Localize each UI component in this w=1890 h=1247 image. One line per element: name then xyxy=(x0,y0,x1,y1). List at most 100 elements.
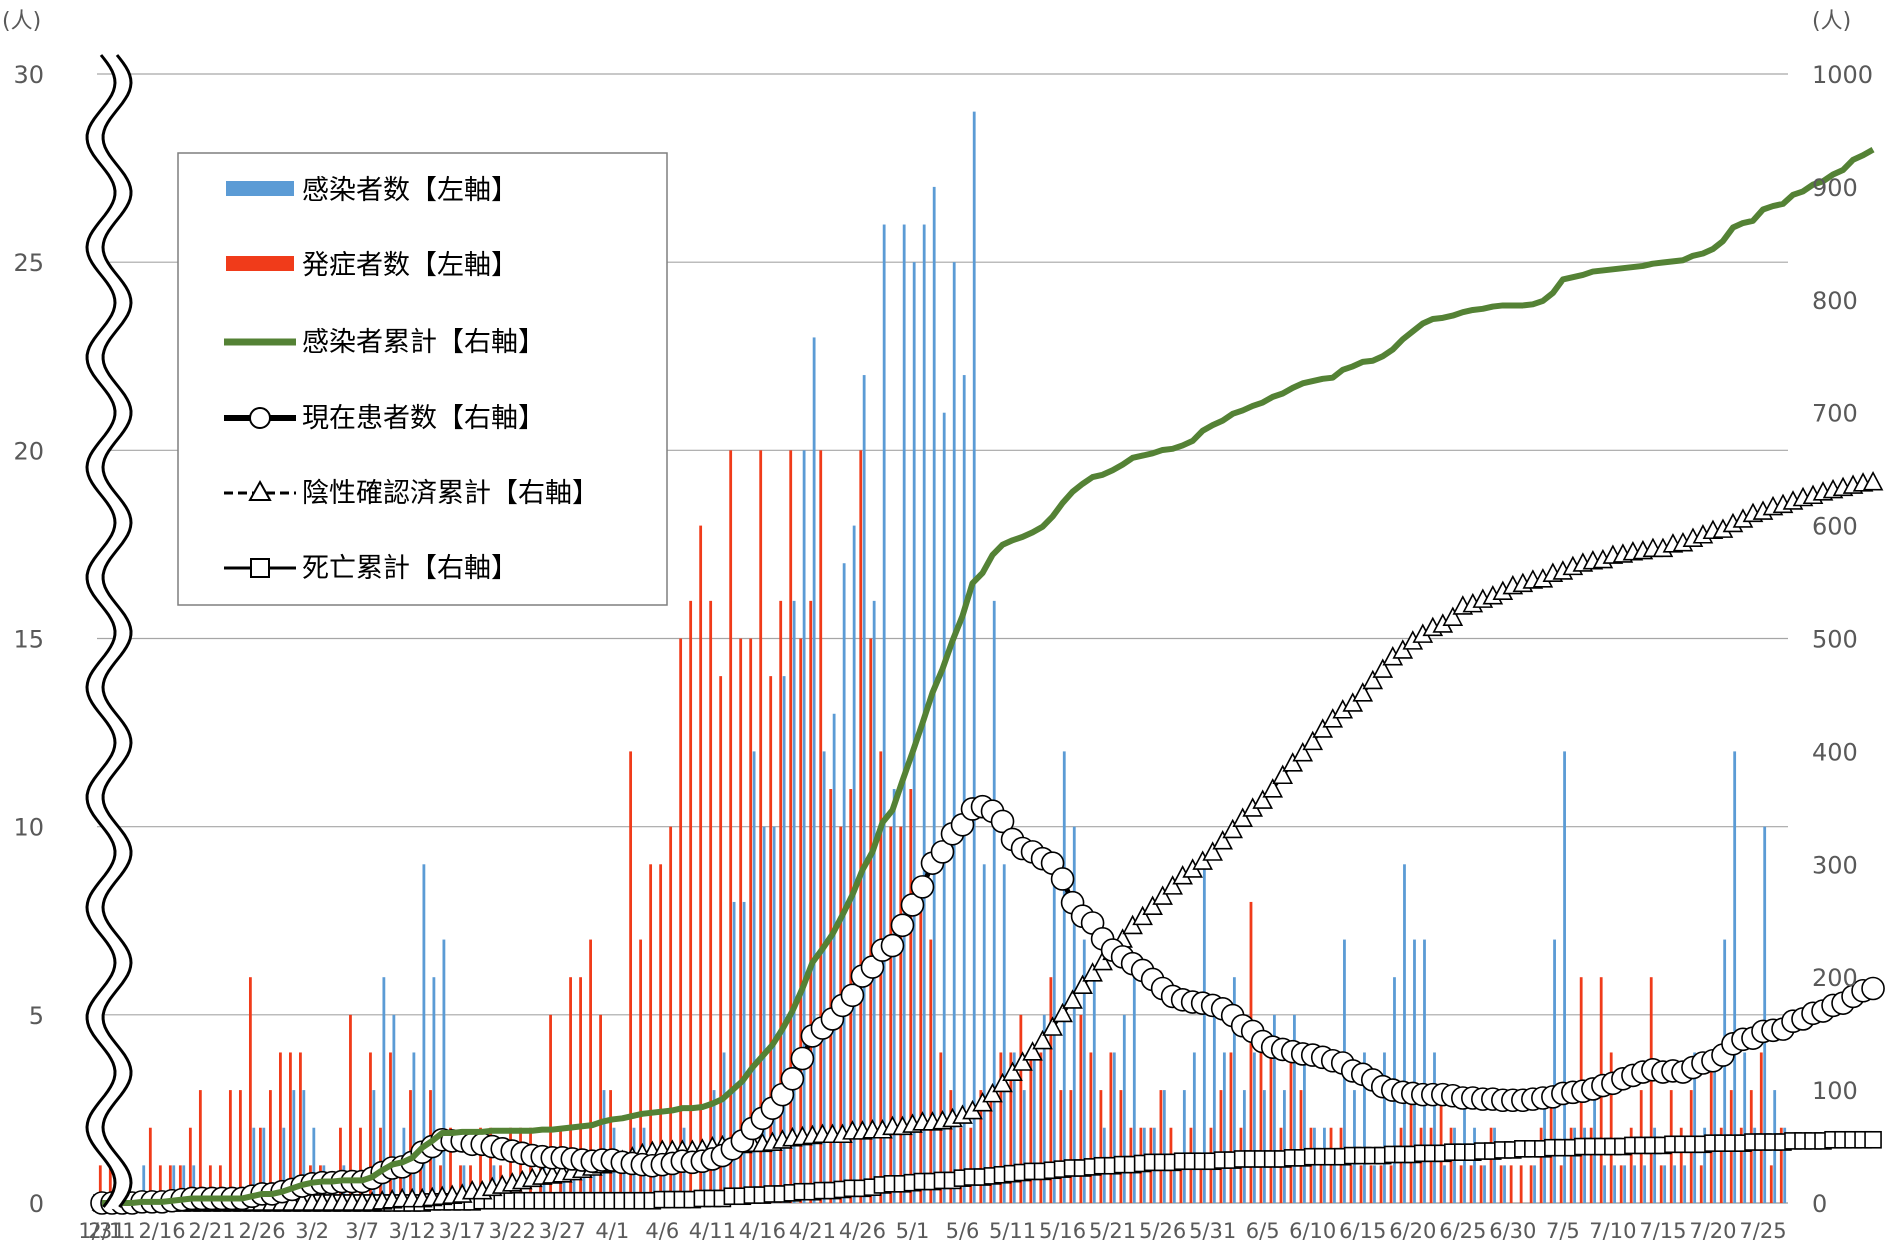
onset-bar xyxy=(519,1127,522,1203)
infected-bar xyxy=(652,1165,656,1203)
infected-bar xyxy=(942,412,946,1203)
infected-bar xyxy=(1373,1165,1376,1203)
onset-bar xyxy=(238,1090,242,1203)
onset-bar xyxy=(1319,1165,1323,1203)
onset-bar xyxy=(188,1127,192,1203)
y-right-tick-label: 300 xyxy=(1812,851,1858,879)
bar-series xyxy=(98,111,1787,1204)
infected-bar xyxy=(1433,1052,1436,1203)
infected-bar xyxy=(1613,1165,1616,1203)
infected-bar xyxy=(1503,1165,1506,1203)
infected-bar xyxy=(1493,1127,1496,1203)
infected-bar xyxy=(1283,1090,1286,1203)
infected-bar xyxy=(592,1165,596,1203)
negative-marker xyxy=(1362,669,1384,690)
x-tick-label: 5/21 xyxy=(1089,1219,1136,1243)
infected-bar xyxy=(882,224,886,1204)
onset-bar xyxy=(949,1090,953,1203)
infected-bar xyxy=(1603,1165,1606,1203)
legend-marker-square xyxy=(250,558,270,578)
legend-label-deaths: 死亡累計【右軸】 xyxy=(302,553,518,584)
y-left-tick-label: 30 xyxy=(13,61,44,89)
legend-marker-circle xyxy=(249,407,271,429)
x-tick-label: 6/15 xyxy=(1339,1219,1386,1243)
onset-bar xyxy=(1449,1127,1453,1203)
onset-bar xyxy=(869,638,873,1203)
infected-bar xyxy=(1553,939,1556,1203)
onset-bar xyxy=(999,1052,1003,1203)
onset-bar xyxy=(1679,1127,1683,1203)
infected-bar xyxy=(842,563,846,1203)
x-tick-label: 3/27 xyxy=(539,1219,586,1243)
y-right-tick-label: 400 xyxy=(1812,738,1858,766)
onset-bar xyxy=(1099,1090,1103,1203)
y-right-tick-label: 200 xyxy=(1812,964,1858,992)
onset-bar xyxy=(969,1127,973,1203)
infected-bar xyxy=(952,262,956,1204)
current-patients-marker xyxy=(990,809,1015,834)
deaths-marker xyxy=(1864,1130,1882,1149)
onset-bar xyxy=(1759,1052,1763,1203)
onset-bar xyxy=(1109,1052,1113,1203)
infected-bar xyxy=(892,789,896,1203)
x-tick-label: 4/26 xyxy=(839,1219,886,1243)
onset-bar xyxy=(449,1127,452,1203)
onset-bar xyxy=(909,789,913,1203)
x-tick-label: 4/1 xyxy=(595,1219,629,1243)
infected-bar xyxy=(1293,1014,1296,1203)
negative-marker xyxy=(1262,778,1284,798)
onset-bar xyxy=(549,1014,552,1203)
infected-bar xyxy=(1082,939,1086,1203)
x-tick-label: 3/17 xyxy=(439,1219,486,1243)
current-patients-marker xyxy=(1050,867,1075,891)
x-tick-label: 5/6 xyxy=(946,1219,980,1243)
legend: 感染者数【左軸】 発症者数【左軸】 感染者累計【右軸】 現在患者数【右軸】 陰性… xyxy=(177,152,668,606)
onset-bar xyxy=(479,1127,482,1203)
x-tick-label: 1/31 xyxy=(78,1219,125,1243)
current-patients-marker xyxy=(900,893,925,917)
x-tick-label: 3/12 xyxy=(389,1219,436,1243)
infected-bar xyxy=(1733,751,1737,1203)
infected-bar xyxy=(1573,1127,1576,1203)
negative-marker xyxy=(1022,1041,1043,1061)
cumulative-line xyxy=(102,147,1875,1206)
infected-bar xyxy=(792,600,796,1203)
legend-box xyxy=(177,152,668,606)
legend-label-onset: 発症者数【左軸】 xyxy=(302,250,518,281)
negative-marker xyxy=(1282,752,1304,772)
axis-break-line xyxy=(85,54,117,1208)
infected-bar xyxy=(1202,864,1206,1203)
x-tick-label: 2/26 xyxy=(239,1219,286,1243)
infected-bar xyxy=(862,375,866,1204)
onset-bar xyxy=(1469,1165,1473,1203)
onset-bar xyxy=(369,1052,372,1203)
onset-bar xyxy=(1299,1090,1303,1203)
onset-bar xyxy=(929,939,933,1203)
negative-marker xyxy=(1272,764,1294,785)
onset-bar xyxy=(1559,1165,1563,1203)
onset-bar xyxy=(1419,1127,1423,1203)
onset-bar xyxy=(729,450,733,1203)
onset-bar xyxy=(1779,1127,1783,1203)
onset-bar xyxy=(1459,1165,1463,1203)
infected-bar xyxy=(1583,1127,1586,1203)
onset-bar xyxy=(639,939,643,1203)
infected-bar xyxy=(1122,1014,1126,1203)
onset-bar xyxy=(289,1052,292,1203)
infected-bar xyxy=(962,375,966,1204)
infected-bar xyxy=(1212,1014,1216,1203)
onset-bar xyxy=(669,826,673,1203)
infected-bar xyxy=(732,901,736,1203)
infected-bar xyxy=(392,1014,396,1203)
infected-bar xyxy=(822,751,826,1203)
onset-bar xyxy=(1739,1127,1743,1203)
current-patients-marker xyxy=(880,933,905,958)
infected-bar xyxy=(742,901,746,1203)
negative-marker xyxy=(1012,1051,1033,1071)
onset-bar xyxy=(1019,1014,1023,1203)
infected-bar xyxy=(1022,1090,1026,1203)
legend-label-infected: 感染者数【左軸】 xyxy=(302,175,518,206)
onset-bar xyxy=(228,1090,232,1203)
negative-marker xyxy=(1042,1016,1063,1036)
infected-bar xyxy=(762,826,766,1203)
